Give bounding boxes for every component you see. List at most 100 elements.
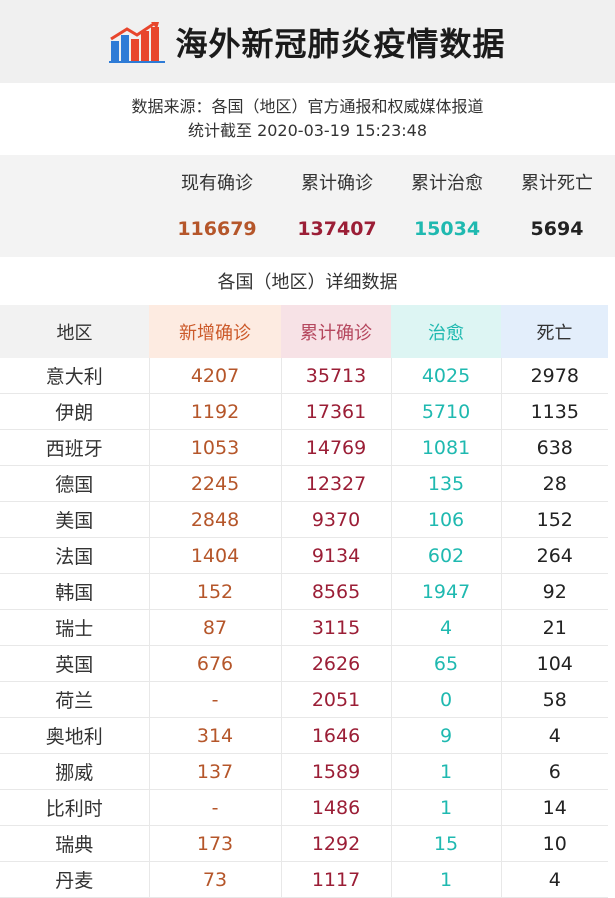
cell-region: 意大利 [0,358,150,394]
cell-total-confirmed: 3115 [281,609,392,646]
col-header-new: 新增确诊 [149,305,281,358]
table-row: 美国 2848 9370 106 152 [0,501,608,538]
cell-deaths: 14 [501,789,608,826]
cell-cured: 1 [391,789,502,826]
cell-region: 英国 [0,645,150,682]
cell-total-confirmed: 8565 [281,573,392,610]
col-header-region: 地区 [0,305,149,358]
summary-panel: 现有确诊 累计确诊 累计治愈 累计死亡 116679 137407 15034 … [0,155,615,257]
cell-cured: 9 [391,717,502,754]
cell-deaths: 92 [501,573,608,610]
cell-deaths: 264 [501,537,608,574]
cell-total-confirmed: 9370 [281,501,392,538]
cell-region: 美国 [0,501,150,538]
table-row: 比利时 -1486 1 14 [0,789,608,826]
table-row: 瑞典 173 1292 15 10 [0,825,608,862]
table-row: 韩国 152 8565 1947 92 [0,573,608,610]
cell-cured: 4025 [391,358,502,394]
cell-new-confirmed: 4207 [149,358,282,394]
bar-chart-trend-icon [109,21,167,63]
table-row: 丹麦 73 1117 1 4 [0,861,608,898]
summary-value-total: 137407 [297,218,377,240]
header: 海外新冠肺炎疫情数据 [0,0,615,83]
data-source: 数据来源：各国（地区）官方通报和权威媒体报道 统计截至 2020-03-19 1… [0,83,615,155]
cell-region: 荷兰 [0,681,150,718]
cell-cured: 5710 [391,393,502,430]
cell-deaths: 2978 [501,358,608,394]
cell-region: 瑞典 [0,825,150,862]
cell-new-confirmed: 1404 [149,537,282,574]
cell-cured: 1947 [391,573,502,610]
cell-region: 韩国 [0,573,150,610]
cell-deaths: 6 [501,753,608,790]
table-row: 奥地利 314 1646 9 4 [0,717,608,754]
cell-new-confirmed: 2245 [149,465,282,502]
country-table: 地区 新增确诊 累计确诊 治愈 死亡 意大利 4207 35713 4025 2978 伊朗 119… [0,305,608,898]
source-text: 数据来源：各国（地区）官方通报和权威媒体报道 [131,97,484,116]
cell-new-confirmed: - [149,681,282,718]
cell-region: 瑞士 [0,609,150,646]
summary-label-dead: 累计死亡 [521,173,593,194]
cell-deaths: 10 [501,825,608,862]
cell-region: 法国 [0,537,150,574]
summary-label-cured: 累计治愈 [411,173,483,194]
table-body: 意大利 4207 35713 4025 2978 伊朗 1192 17361 5710 1135 西… [0,358,608,898]
table-row: 英国 676 2626 65 104 [0,645,608,682]
cell-total-confirmed: 9134 [281,537,392,574]
summary-label-total: 累计确诊 [301,173,373,194]
cell-new-confirmed: 73 [149,861,282,898]
summary-value-cured: 15034 [413,218,481,240]
cell-new-confirmed: 137 [149,753,282,790]
cell-deaths: 21 [501,609,608,646]
cell-deaths: 58 [501,681,608,718]
cell-new-confirmed: 1053 [149,429,282,466]
cell-new-confirmed: 1192 [149,393,282,430]
col-header-dead: 死亡 [501,305,608,358]
cell-cured: 15 [391,825,502,862]
table-row: 法国 1404 9134 602 264 [0,537,608,574]
summary-value-dead: 5694 [530,218,584,240]
table-row: 伊朗 1192 17361 5710 1135 [0,393,608,430]
col-header-total: 累计确诊 [281,305,391,358]
cell-region: 西班牙 [0,429,150,466]
table-row: 德国 2245 12327 135 28 [0,465,608,502]
detail-title: 各国（地区）详细数据 [0,257,615,305]
cell-cured: 0 [391,681,502,718]
cell-region: 比利时 [0,789,150,826]
table-header: 地区 新增确诊 累计确诊 治愈 死亡 [0,305,608,358]
cell-total-confirmed: 2051 [281,681,392,718]
cell-cured: 135 [391,465,502,502]
cell-cured: 1 [391,753,502,790]
cell-cured: 4 [391,609,502,646]
update-time: 统计截至 2020-03-19 15:23:48 [187,121,428,140]
cell-total-confirmed: 14769 [281,429,392,466]
table-row: 意大利 4207 35713 4025 2978 [0,358,608,394]
cell-region: 德国 [0,465,150,502]
cell-new-confirmed: - [149,789,282,826]
cell-new-confirmed: 314 [149,717,282,754]
cell-cured: 1081 [391,429,502,466]
cell-total-confirmed: 35713 [281,358,392,394]
page-title: 海外新冠肺炎疫情数据 [175,24,506,63]
col-header-cured: 治愈 [391,305,501,358]
cell-region: 奥地利 [0,717,150,754]
table-row: 荷兰 -2051 0 58 [0,681,608,718]
cell-deaths: 4 [501,861,608,898]
cell-deaths: 28 [501,465,608,502]
table-row: 西班牙 1053 14769 1081 638 [0,429,608,466]
cell-new-confirmed: 87 [149,609,282,646]
cell-total-confirmed: 1589 [281,753,392,790]
table-row: 挪威 137 1589 1 6 [0,753,608,790]
cell-total-confirmed: 12327 [281,465,392,502]
cell-region: 挪威 [0,753,150,790]
cell-new-confirmed: 173 [149,825,282,862]
cell-deaths: 1135 [501,393,608,430]
cell-cured: 106 [391,501,502,538]
cell-deaths: 152 [501,501,608,538]
cell-cured: 65 [391,645,502,682]
cell-new-confirmed: 2848 [149,501,282,538]
cell-total-confirmed: 1486 [281,789,392,826]
cell-total-confirmed: 2626 [281,645,392,682]
cell-total-confirmed: 1117 [281,861,392,898]
